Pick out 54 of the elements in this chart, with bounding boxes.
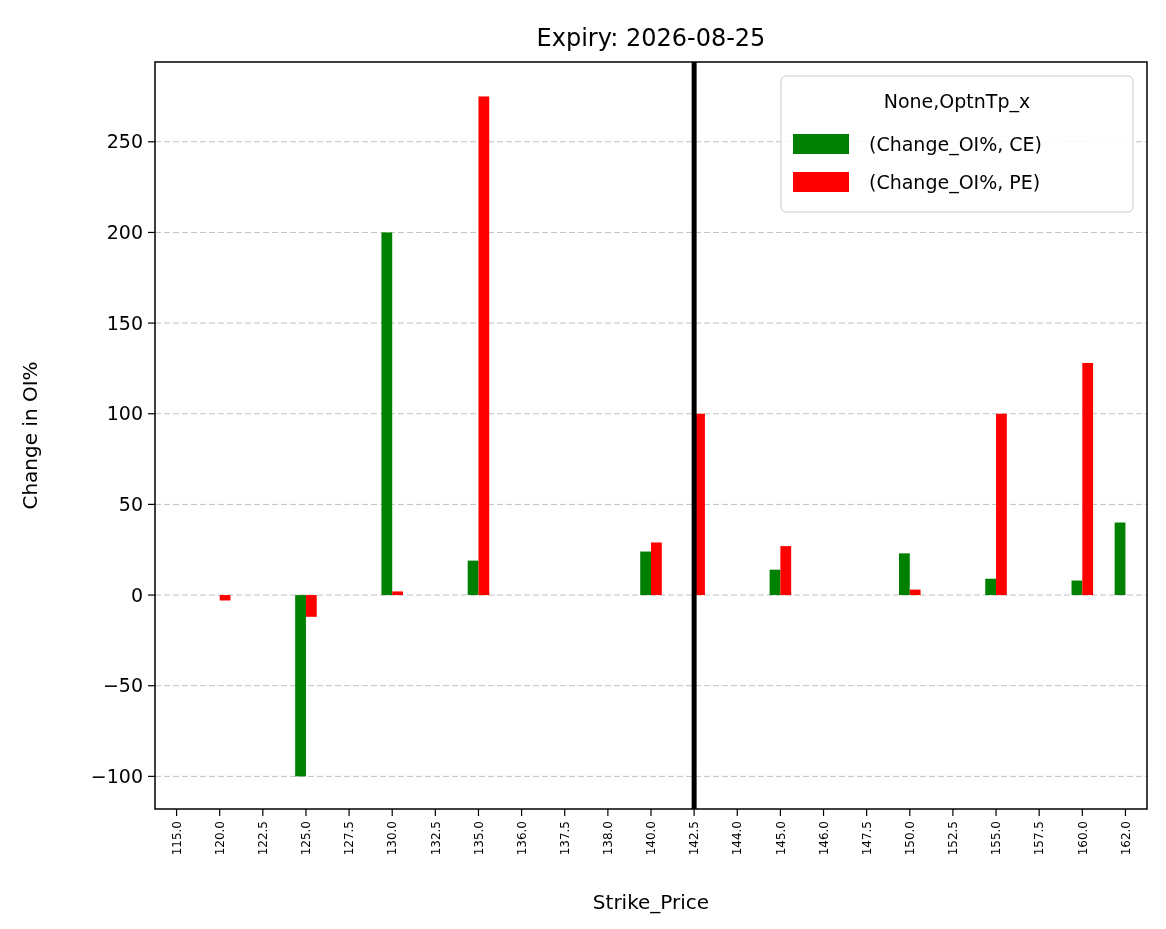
- x-axis-title: Strike_Price: [592, 890, 710, 914]
- y-tick-label: −50: [102, 674, 143, 697]
- chart-title: Expiry: 2026-08-25: [536, 24, 766, 52]
- x-tick-label: 115.0: [169, 821, 184, 856]
- bar: [899, 553, 910, 596]
- x-tick-label: 125.0: [299, 821, 314, 856]
- x-tick-label: 130.0: [385, 821, 400, 856]
- x-tick-label: 120.0: [212, 821, 227, 856]
- bar: [1114, 522, 1126, 596]
- x-tick-label: 137.5: [557, 821, 572, 856]
- x-tick-label: 152.5: [946, 821, 961, 856]
- y-tick-label: 200: [106, 221, 143, 244]
- bar: [381, 232, 393, 596]
- bar: [985, 578, 997, 596]
- y-tick-label: 100: [106, 402, 143, 425]
- x-tick-label: 138.0: [601, 821, 616, 856]
- x-tick-label: 122.5: [256, 821, 271, 856]
- x-tick-label: 157.5: [1032, 821, 1047, 856]
- x-tick-label: 144.0: [730, 821, 745, 856]
- x-tick-label: 160.0: [1075, 821, 1090, 856]
- bar: [909, 589, 921, 596]
- bar: [1071, 580, 1083, 596]
- x-tick-label: 142.5: [687, 821, 702, 856]
- y-tick-label: 150: [106, 311, 143, 334]
- y-tick-label: 250: [106, 130, 143, 153]
- bar: [1082, 362, 1094, 596]
- bar: [640, 551, 651, 596]
- x-tick-label: 162.0: [1118, 821, 1133, 856]
- legend-title: None,OptnTp_x: [883, 90, 1031, 113]
- y-tick-label: 0: [130, 583, 143, 606]
- x-tick-label: 135.0: [471, 821, 486, 856]
- bar: [305, 595, 317, 617]
- y-tick-label: −100: [90, 765, 143, 788]
- bar: [295, 595, 306, 777]
- legend-label: (Change_OI%, PE): [869, 170, 1041, 194]
- y-tick-label: 50: [118, 493, 143, 516]
- bar: [478, 96, 490, 596]
- y-axis-title: Change in OI%: [18, 361, 42, 510]
- x-tick-label: 147.5: [859, 821, 874, 856]
- bar: [392, 591, 403, 596]
- bar: [467, 560, 479, 596]
- legend-label: (Change_OI%, CE): [869, 132, 1043, 156]
- x-tick-label: 127.5: [342, 821, 357, 856]
- x-tick-label: 145.0: [773, 821, 788, 856]
- x-tick-label: 140.0: [644, 821, 659, 856]
- bar: [769, 569, 781, 596]
- x-tick-label: 150.0: [902, 821, 917, 856]
- x-tick-label: 136.0: [514, 821, 529, 856]
- bar: [996, 413, 1007, 596]
- bar: [780, 546, 792, 596]
- x-tick-label: 132.5: [428, 821, 443, 856]
- x-tick-label: 155.0: [989, 821, 1004, 856]
- bar: [651, 542, 662, 596]
- x-tick-label: 146.0: [816, 821, 831, 856]
